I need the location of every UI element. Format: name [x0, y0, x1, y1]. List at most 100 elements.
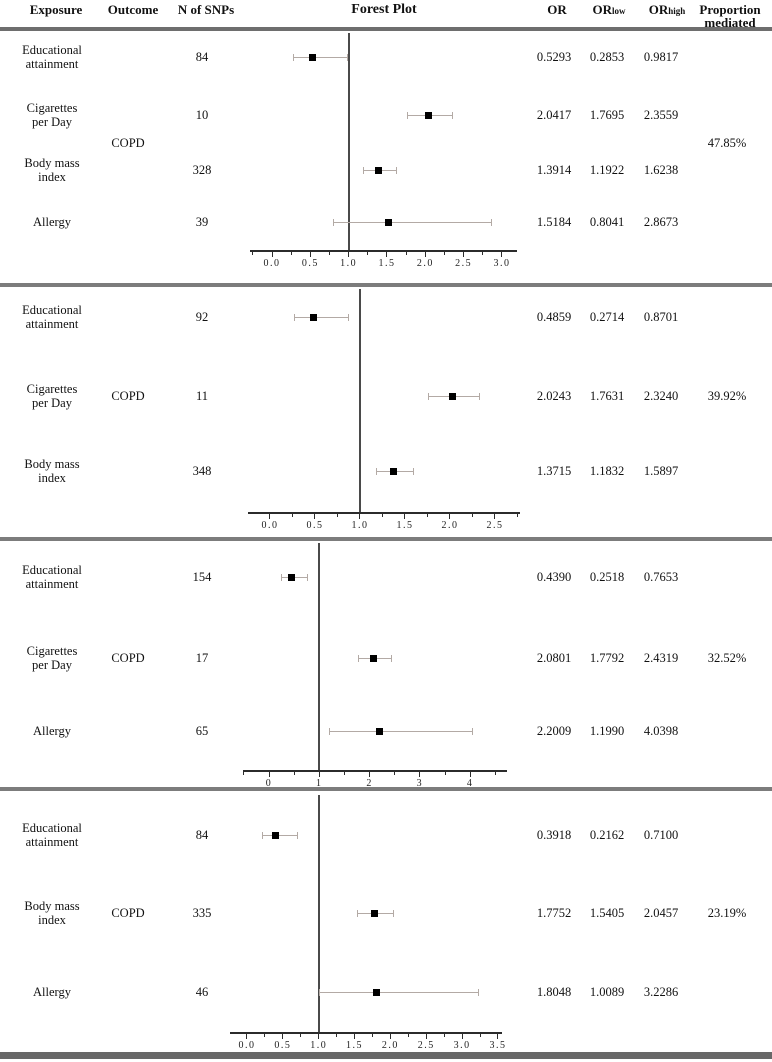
- x-axis-minor-tick: [290, 252, 292, 255]
- error-bar-low-cap: [261, 831, 263, 839]
- exposure-label: Educational attainment: [22, 563, 82, 591]
- error-bar-high-cap: [347, 313, 349, 321]
- or-low-value: 1.0089: [589, 985, 625, 999]
- column-header-or-high: ORhigh: [649, 3, 686, 18]
- error-bar-low-cap: [333, 218, 335, 226]
- or-high-value: 2.8673: [643, 215, 679, 229]
- outcome-label: COPD: [111, 136, 145, 150]
- panel-separator: [0, 537, 772, 541]
- reference-line: [318, 543, 321, 770]
- x-axis-minor-tick: [243, 772, 245, 775]
- error-bar-high-cap: [478, 988, 480, 996]
- x-axis-major-tick: [424, 252, 426, 257]
- x-axis-minor-tick: [381, 514, 383, 517]
- or-high-value: 0.8701: [643, 310, 679, 324]
- point-marker: [372, 988, 380, 996]
- x-axis-tick-label: 2.0: [381, 1040, 399, 1051]
- x-axis-minor-tick: [336, 1034, 338, 1037]
- x-axis-minor-tick: [494, 772, 496, 775]
- x-axis: [248, 512, 520, 514]
- or-high-value: 3.2286: [643, 985, 679, 999]
- error-bar-low-cap: [362, 166, 364, 174]
- error-bar-high-cap: [452, 111, 454, 119]
- error-bar-low-cap: [356, 909, 358, 917]
- error-bar-high-cap: [471, 727, 473, 735]
- x-axis-minor-tick: [426, 514, 428, 517]
- exposure-label: Allergy: [33, 724, 71, 738]
- n-snps-value: 84: [195, 50, 209, 64]
- x-axis-major-tick: [469, 772, 471, 777]
- error-bar-high-cap: [306, 573, 308, 581]
- or-value: 0.3918: [536, 828, 572, 842]
- or-value: 0.4390: [536, 570, 572, 584]
- n-snps-value: 84: [195, 828, 209, 842]
- or-high-value: 2.0457: [643, 906, 679, 920]
- x-axis-tick-label: 0.5: [306, 520, 324, 531]
- error-bar-low-cap: [407, 111, 409, 119]
- point-marker: [448, 392, 456, 400]
- x-axis-minor-tick: [479, 1034, 481, 1037]
- or-high-value: 0.7100: [643, 828, 679, 842]
- column-header-forest-plot: Forest Plot: [351, 2, 417, 17]
- x-axis-minor-tick: [443, 1034, 445, 1037]
- x-axis-minor-tick: [343, 772, 345, 775]
- error-bar-low-cap: [428, 392, 430, 400]
- x-axis-tick-label: 3.0: [453, 1040, 471, 1051]
- x-axis-major-tick: [449, 514, 451, 519]
- error-bar-line: [319, 991, 479, 993]
- exposure-label: Body mass index: [24, 156, 80, 184]
- or-high-value: 2.3240: [643, 389, 679, 403]
- error-bar-high-cap: [346, 53, 348, 61]
- proportion-mediated-value: 32.52%: [707, 651, 747, 665]
- or-low-value: 1.1922: [589, 163, 625, 177]
- x-axis-minor-tick: [293, 772, 295, 775]
- x-axis-tick-label: 3.0: [493, 258, 511, 269]
- x-axis-major-tick: [269, 514, 271, 519]
- or-low-value: 1.1990: [589, 724, 625, 738]
- or-high-value: 1.5897: [643, 464, 679, 478]
- x-axis-major-tick: [359, 514, 361, 519]
- exposure-label: Cigarettes per Day: [26, 101, 78, 129]
- exposure-label: Cigarettes per Day: [26, 644, 78, 672]
- or-low-base: OR: [592, 2, 613, 17]
- column-header-outcome: Outcome: [107, 2, 159, 17]
- x-axis-minor-tick: [336, 514, 338, 517]
- x-axis-major-tick: [354, 1034, 356, 1039]
- error-bar-high-cap: [491, 218, 493, 226]
- exposure-label: Cigarettes per Day: [26, 382, 78, 410]
- proportion-mediated-value: 23.19%: [707, 906, 747, 920]
- x-axis-tick-label: 0.0: [261, 520, 279, 531]
- x-axis: [243, 770, 507, 772]
- x-axis-tick-label: 0.0: [263, 258, 281, 269]
- or-high-value: 1.6238: [643, 163, 679, 177]
- x-axis-minor-tick: [264, 1034, 266, 1037]
- x-axis: [250, 250, 517, 252]
- x-axis: [230, 1032, 502, 1034]
- or-low-value: 0.8041: [589, 215, 625, 229]
- x-axis-tick-label: 2.0: [441, 520, 459, 531]
- error-bar-line: [294, 316, 349, 318]
- proportion-header-line2: mediated: [704, 15, 756, 30]
- x-axis-minor-tick: [252, 252, 254, 255]
- or-low-value: 0.2162: [589, 828, 625, 842]
- error-bar-line: [329, 730, 473, 732]
- error-bar-low-cap: [328, 727, 330, 735]
- panel-separator: [0, 283, 772, 287]
- proportion-mediated-value: 39.92%: [707, 389, 747, 403]
- x-axis-major-tick: [404, 514, 406, 519]
- error-bar-low-cap: [293, 313, 295, 321]
- or-low-value: 1.7792: [589, 651, 625, 665]
- x-axis-major-tick: [309, 252, 311, 257]
- error-bar-high-cap: [412, 467, 414, 475]
- n-snps-value: 10: [195, 108, 209, 122]
- x-axis-minor-tick: [291, 514, 293, 517]
- error-bar-high-cap: [297, 831, 299, 839]
- column-header-exposure: Exposure: [29, 2, 83, 17]
- error-bar-low-cap: [281, 573, 283, 581]
- column-header-or-low: ORlow: [593, 3, 626, 18]
- or-low-value: 1.5405: [589, 906, 625, 920]
- x-axis-minor-tick: [516, 514, 518, 517]
- x-axis-tick-label: 2.5: [486, 520, 504, 531]
- or-high-value: 2.4319: [643, 651, 679, 665]
